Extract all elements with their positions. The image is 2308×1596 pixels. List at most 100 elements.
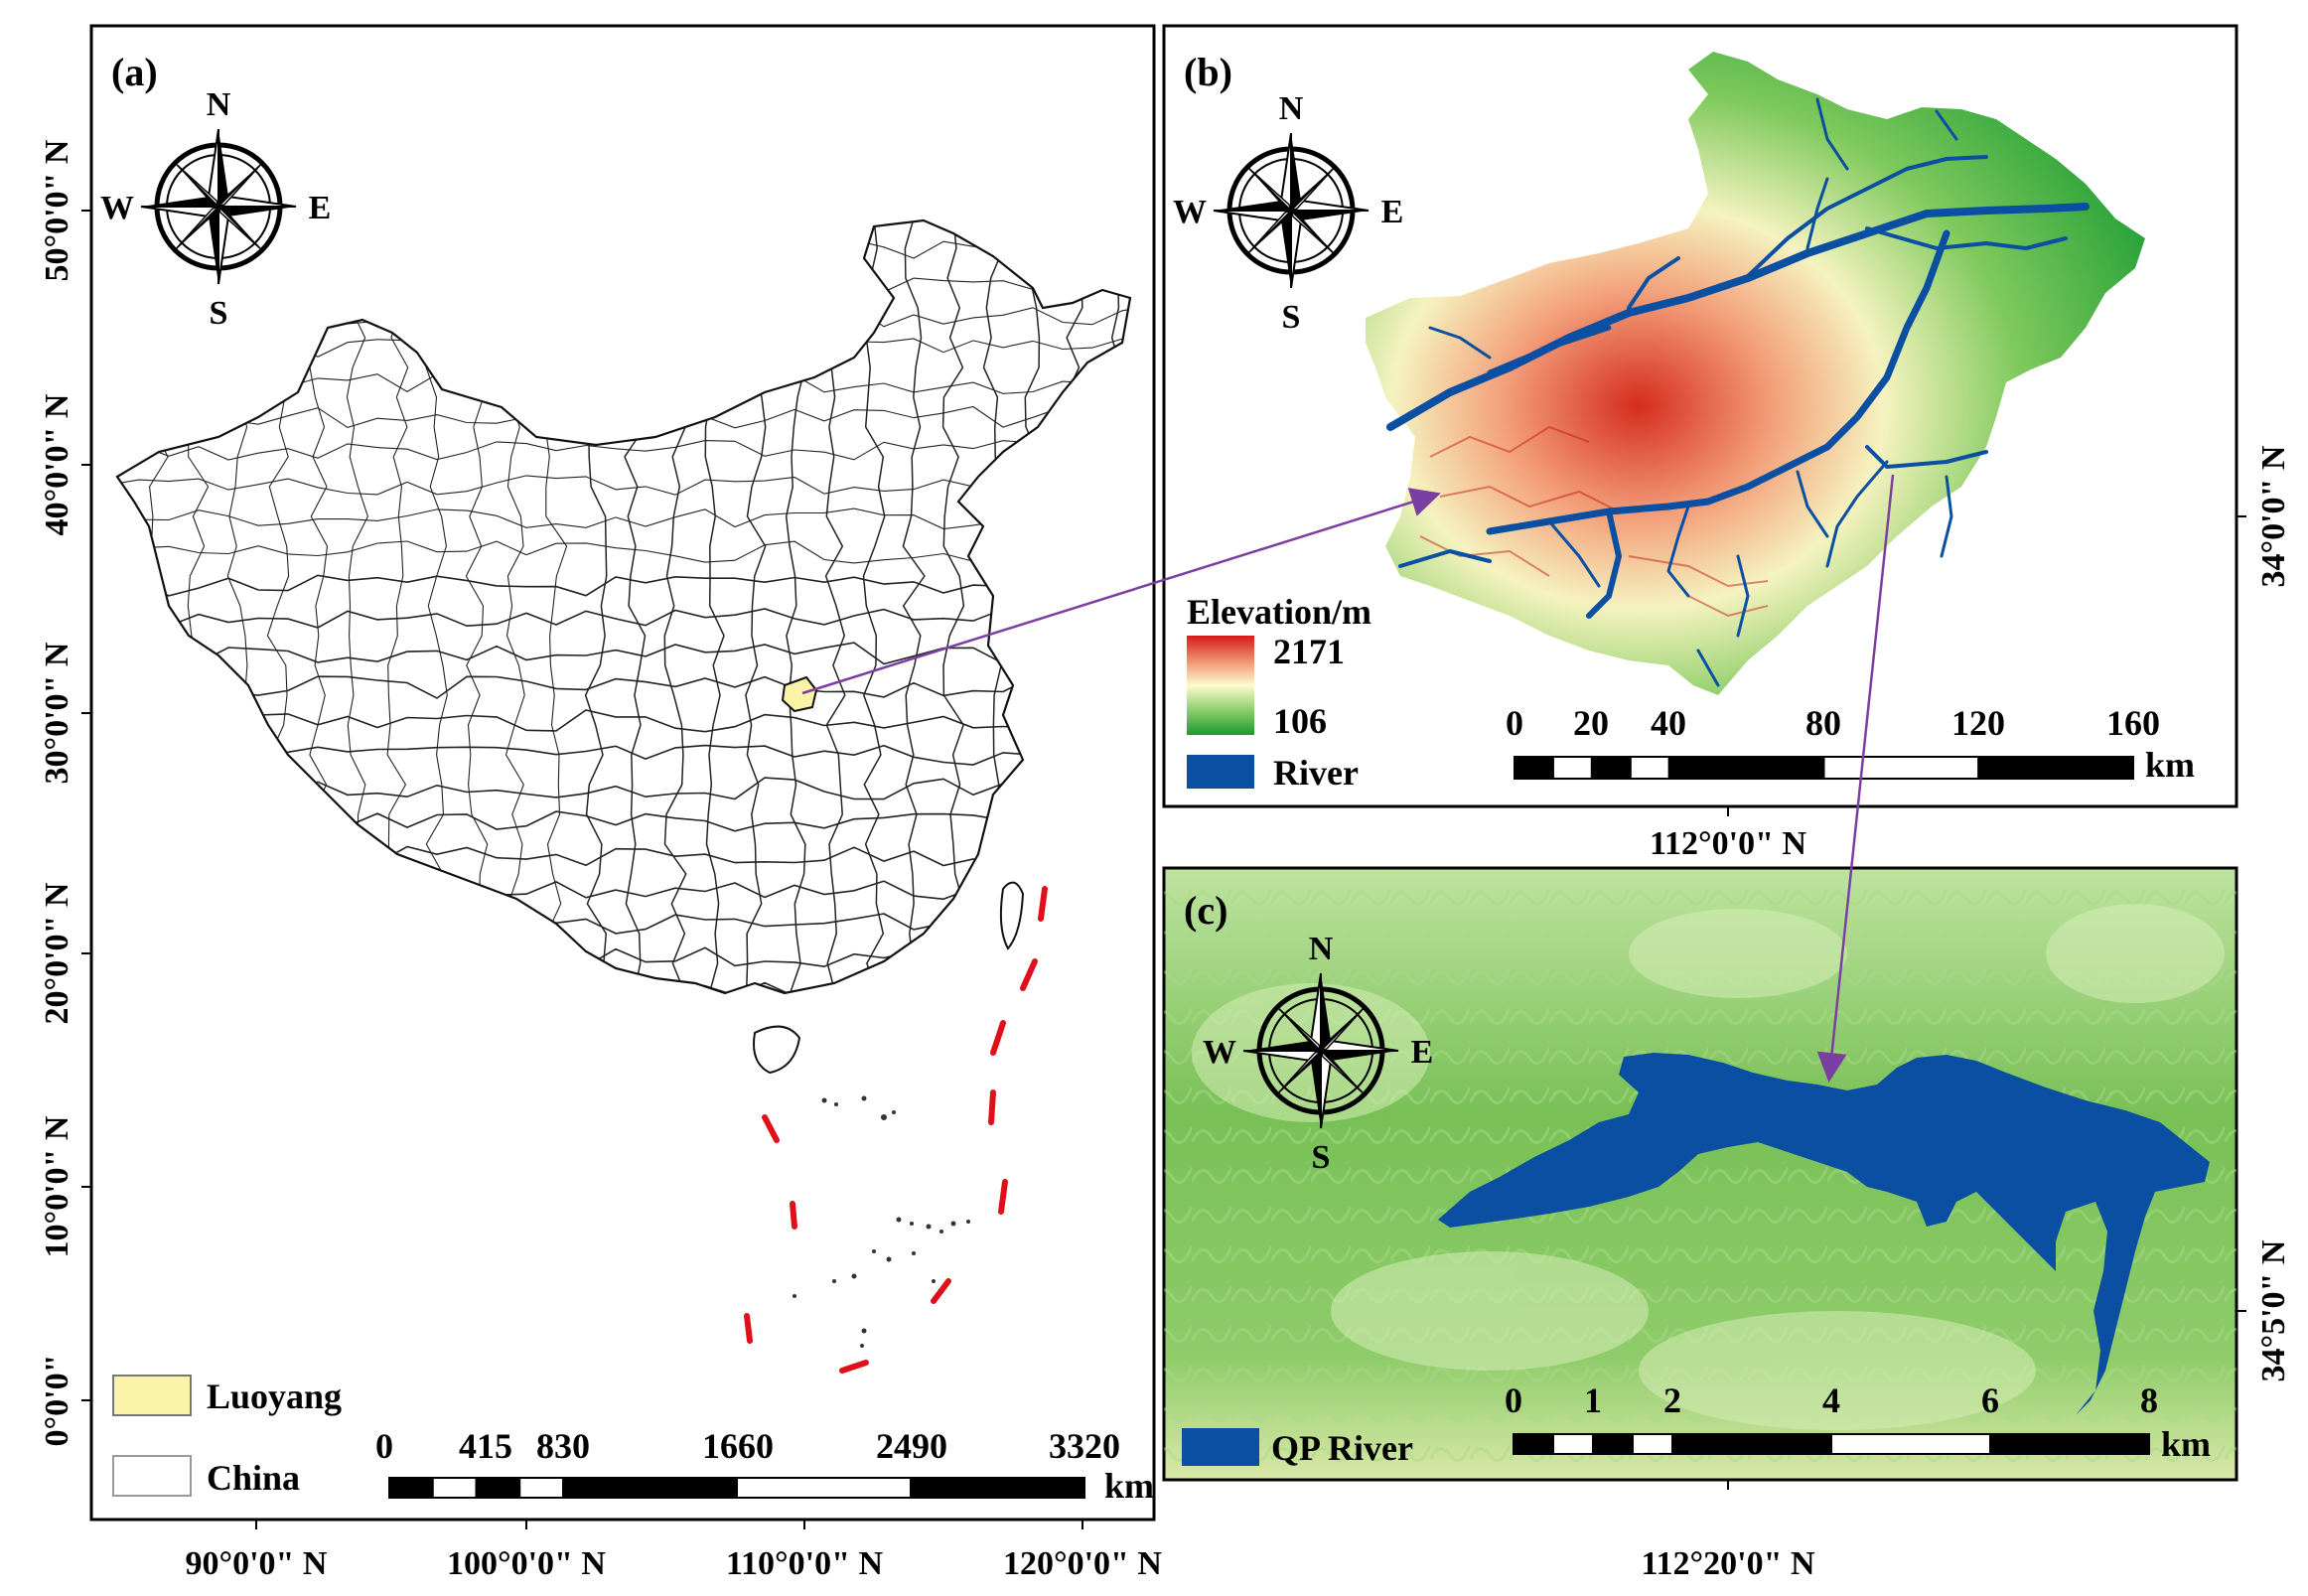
panel-c: (c) N S W E QP River 0 1 2 4 6 8 km 34°5… [1162,866,2292,1582]
south-sea-islands [793,1095,970,1348]
panel-a: (a) N S W E [39,24,1162,1582]
compass-w: W [1203,1034,1236,1071]
arrow-b-to-c [1816,474,1895,1083]
lat-label-20: 20°0'0" N [39,882,75,1024]
scale-a-tick-4: 2490 [876,1426,947,1466]
scale-c-unit: km [2161,1424,2211,1464]
legend-elevation-max: 2171 [1273,632,1345,671]
legend-river-swatch [1187,755,1254,789]
scale-segment [1830,1433,1991,1455]
river-network [1386,97,2090,687]
scale-segment [910,1477,1085,1499]
lon-label-120: 120°0'0" N [1003,1545,1162,1582]
panel-a-compass: N S W E [100,86,331,332]
panel-b-compass: N S W E [1173,90,1403,336]
panel-a-label: (a) [111,50,158,94]
scale-b-tick-2: 40 [1651,703,1686,743]
scale-segment [1551,756,1593,780]
panel-a-frame [89,24,1156,1522]
compass-n: N [207,86,231,123]
arrow-a-to-b [801,488,1441,695]
scale-segment [562,1477,738,1499]
scale-segment [1977,756,2134,780]
panel-b-legend: Elevation/m 2171 106 River [1187,592,1371,793]
scale-a-tick-2: 830 [536,1426,590,1466]
compass-w: W [100,190,134,226]
lon-label-100: 100°0'0" N [447,1545,606,1582]
panel-c-lat-label: 34°5'0" N [2255,1239,2292,1381]
compass-s: S [1312,1139,1331,1176]
panel-a-scale: 0 415 830 1660 2490 3320 km [375,1426,1154,1506]
panel-a-lon-labels: 90°0'0" N 100°0'0" N 110°0'0" N 120°0'0"… [186,1520,1162,1582]
scale-b-tick-0: 0 [1506,703,1523,743]
scale-a-tick-3: 1660 [702,1426,774,1466]
hainan-island [753,1025,801,1075]
lat-label-50: 50°0'0" N [39,139,75,281]
scale-b-tick-5: 160 [2106,703,2160,743]
elevation-color-ramp [1187,636,1254,735]
legend-qp-river-label: QP River [1271,1428,1413,1468]
compass-n: N [1309,931,1334,967]
compass-e: E [1381,194,1404,230]
scale-b-tick-3: 80 [1805,703,1841,743]
scale-segment [1514,756,1554,780]
scale-c-tick-2: 2 [1663,1380,1681,1420]
scale-b-tick-4: 120 [1951,703,2005,743]
scale-c-tick-5: 8 [2140,1380,2158,1420]
panel-a-lat-labels: 50°0'0" N 40°0'0" N 30°0'0" N 20°0'0" N … [39,139,91,1446]
scale-c-tick-3: 4 [1822,1380,1840,1420]
legend-river-label: River [1273,753,1359,793]
scale-segment [736,1477,912,1499]
scale-segment [1632,1433,1673,1455]
legend-qp-river-swatch [1182,1428,1259,1466]
lat-label-40: 40°0'0" N [39,393,75,535]
legend-elevation-title: Elevation/m [1187,592,1371,632]
luoyang-region [781,675,818,713]
scale-a-tick-1: 415 [459,1426,512,1466]
legend-elevation-min: 106 [1273,701,1327,741]
scale-b-unit: km [2145,745,2195,785]
legend-label-luoyang: Luoyang [207,1377,342,1416]
locator-arrows [801,474,1895,1083]
lon-label-90: 90°0'0" N [186,1545,328,1582]
panel-c-scale: 0 1 2 4 6 8 km [1505,1380,2211,1464]
scale-segment [388,1477,434,1499]
lat-label-10: 10°0'0" N [39,1115,75,1257]
scale-segment [431,1477,478,1499]
scale-segment [475,1477,521,1499]
scale-a-tick-5: 3320 [1049,1426,1120,1466]
scale-segment [1552,1433,1594,1455]
compass-s: S [210,295,228,332]
scale-segment [1513,1433,1554,1455]
lat-label-30: 30°0'0" N [39,642,75,784]
legend-swatch-luoyang [112,1375,192,1416]
panel-c-label: (c) [1184,888,1227,933]
scale-segment [1822,756,1980,780]
qp-river-reservoir [1438,1053,2210,1415]
scale-segment [1592,1433,1634,1455]
scale-segment [1629,756,1670,780]
compass-e: E [309,190,332,226]
panel-b-lat-label: 34°0'0" N [2255,445,2292,587]
scale-a-tick-0: 0 [375,1426,393,1466]
scale-segment [1590,756,1632,780]
nine-dash-line [744,886,1048,1374]
scale-c-tick-1: 1 [1584,1380,1602,1420]
scale-b-tick-1: 20 [1573,703,1609,743]
panel-a-legend: Luoyang China [112,1375,342,1498]
compass-n: N [1279,90,1304,127]
panel-c-compass: N S W E [1203,931,1433,1176]
panel-b-label: (b) [1184,50,1232,94]
scale-a-unit: km [1104,1466,1154,1506]
scale-c-tick-0: 0 [1505,1380,1522,1420]
scale-segment [1671,1433,1832,1455]
scale-segment [1667,756,1825,780]
panel-b-lon-label: 112°0'0" N [1650,825,1807,862]
lon-label-110: 110°0'0" N [726,1545,884,1582]
scale-c-tick-4: 6 [1981,1380,1999,1420]
scale-segment [1989,1433,2150,1455]
panel-b: (b) [1162,24,2292,862]
panel-c-lon-label: 112°20'0" N [1641,1545,1815,1582]
legend-label-china: China [207,1458,300,1498]
